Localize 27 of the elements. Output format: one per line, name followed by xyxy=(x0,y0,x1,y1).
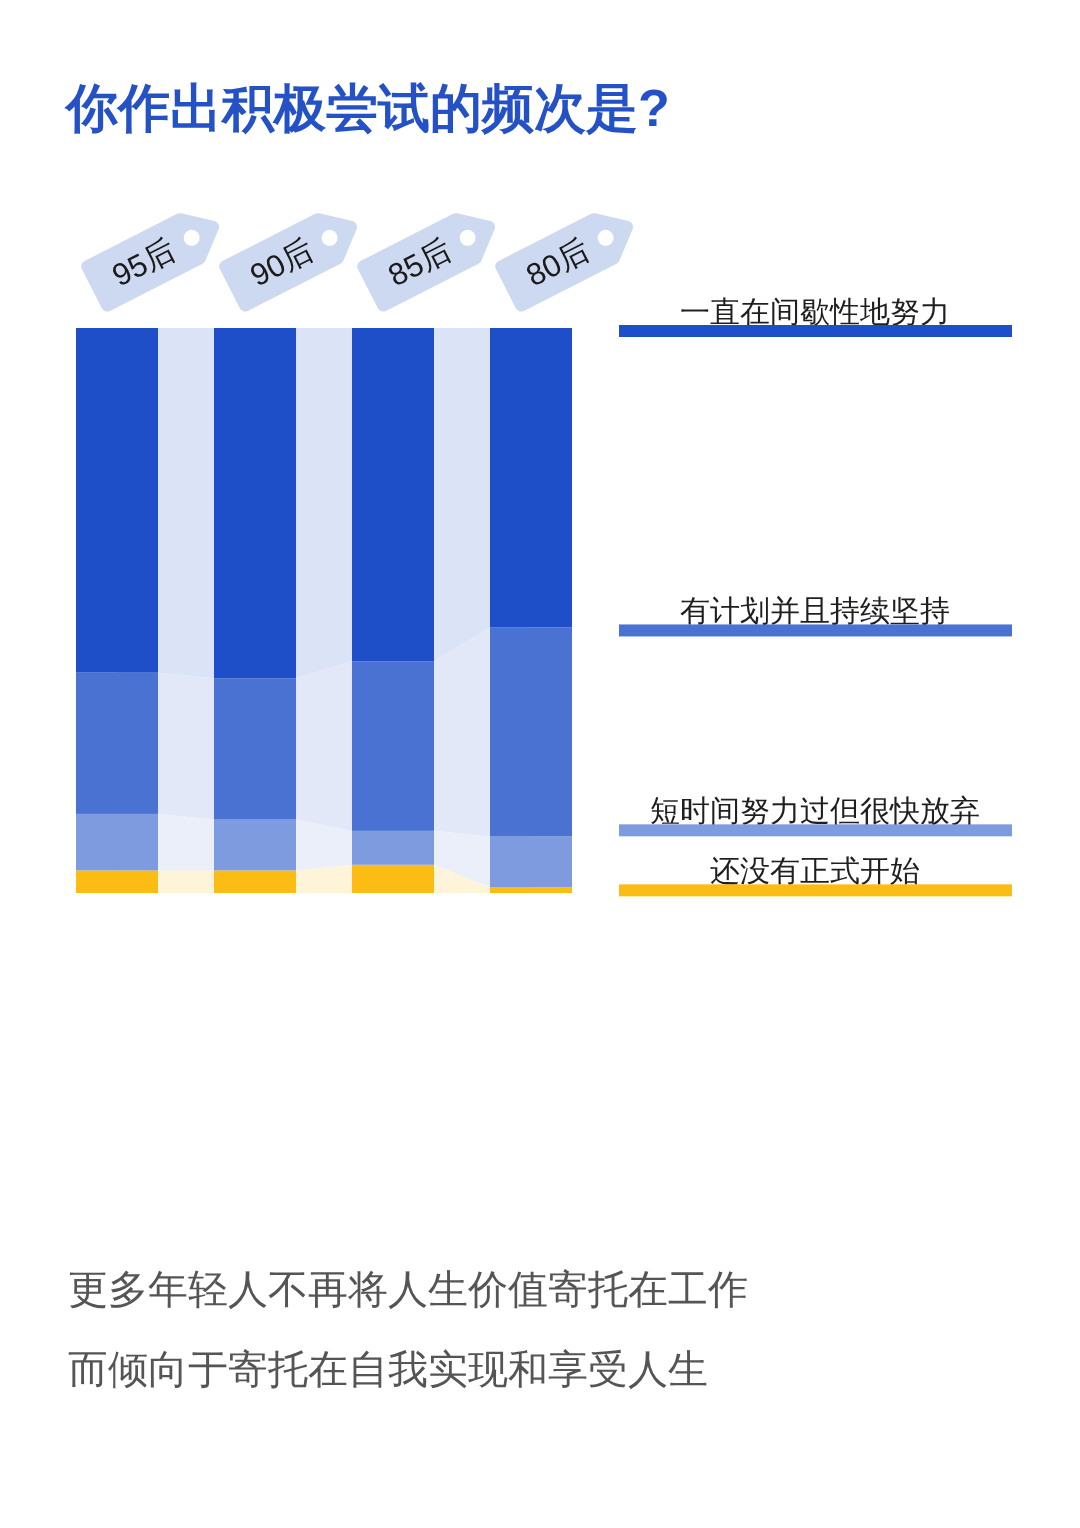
bar xyxy=(76,870,158,893)
bar xyxy=(214,870,296,893)
bar xyxy=(352,661,434,831)
bar xyxy=(352,864,434,893)
text: 更多年轻人不再将人生价值寄托在工作 xyxy=(68,1267,748,1311)
bar xyxy=(490,836,572,888)
x-tick-label: 90后 xyxy=(244,232,319,294)
x-tick-label: 80后 xyxy=(520,232,595,294)
text: 而倾向于寄托在自我实现和享受人生 xyxy=(68,1347,708,1391)
bar xyxy=(352,328,434,662)
chart-title: 你作出积极尝试的频次是? xyxy=(64,79,670,137)
x-tick-label: 85后 xyxy=(382,232,457,294)
legend-item: 短时间努力过但很快放弃 xyxy=(619,794,1012,837)
bar xyxy=(352,830,434,865)
bar xyxy=(76,813,158,871)
bar xyxy=(490,887,572,893)
legend-item: 有计划并且持续坚持 xyxy=(619,594,1012,637)
bar xyxy=(214,819,296,871)
bar xyxy=(214,328,296,679)
bar xyxy=(76,672,158,814)
bar xyxy=(76,328,158,673)
legend-item: 还没有正式开始 xyxy=(619,854,1012,897)
bar xyxy=(490,328,572,628)
bar xyxy=(214,678,296,820)
x-tick-label: 95后 xyxy=(106,232,181,294)
bar xyxy=(490,627,572,837)
legend-item: 一直在间歇性地努力 xyxy=(619,295,1012,337)
